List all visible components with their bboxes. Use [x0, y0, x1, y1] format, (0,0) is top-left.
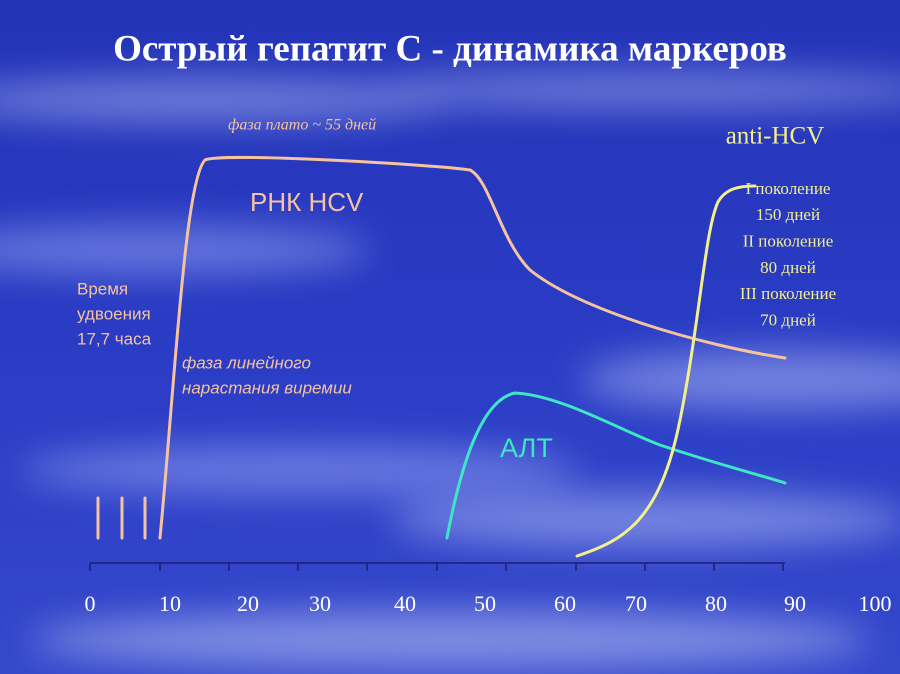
- generation-label: 80 дней: [760, 258, 816, 277]
- tick-label: 80: [705, 591, 727, 616]
- linear-phase-label: нарастания виремии: [182, 378, 352, 397]
- generation-label: 150 дней: [756, 205, 820, 224]
- tick-label: 90: [784, 591, 806, 616]
- generation-label: III поколение: [740, 284, 836, 303]
- doubling-label: Время: [77, 279, 128, 298]
- linear-phase-label: фаза линейного: [182, 353, 311, 372]
- doubling-label: удвоения: [77, 304, 151, 323]
- tick-label: 30: [309, 591, 331, 616]
- tick-label: 20: [237, 591, 259, 616]
- tick-label: 70: [625, 591, 647, 616]
- generation-label: 70 дней: [760, 310, 816, 329]
- tick-label: 10: [159, 591, 181, 616]
- alt-label: АЛТ: [500, 433, 553, 463]
- tick-label: 60: [554, 591, 576, 616]
- doubling-label: 17,7 часа: [77, 329, 152, 348]
- generations: I поколение 150 дней II поколение 80 дней II…: [740, 179, 836, 330]
- generation-label: II поколение: [743, 232, 834, 251]
- slide-title: Острый гепатит С - динамика маркеров: [113, 28, 787, 69]
- anti-hcv-label: anti-HCV: [726, 123, 825, 150]
- rna-label: РНК HCV: [250, 187, 364, 217]
- plateau-label: фаза плато ~ 55 дней: [228, 117, 376, 134]
- generation-label: I поколение: [746, 179, 831, 198]
- clouds: [0, 72, 900, 670]
- tick-label: 40: [394, 591, 416, 616]
- curves: [96, 155, 787, 558]
- tick-label: 100: [859, 591, 892, 616]
- rna-curve: [158, 155, 787, 540]
- anti-hcv-curve: [575, 184, 757, 558]
- tick-label: 50: [474, 591, 496, 616]
- x-axis: 0 10 20 30 40 50 60 70 80 90 100: [85, 562, 892, 616]
- alt-curve: [445, 391, 787, 540]
- tick-label: 0: [85, 591, 96, 616]
